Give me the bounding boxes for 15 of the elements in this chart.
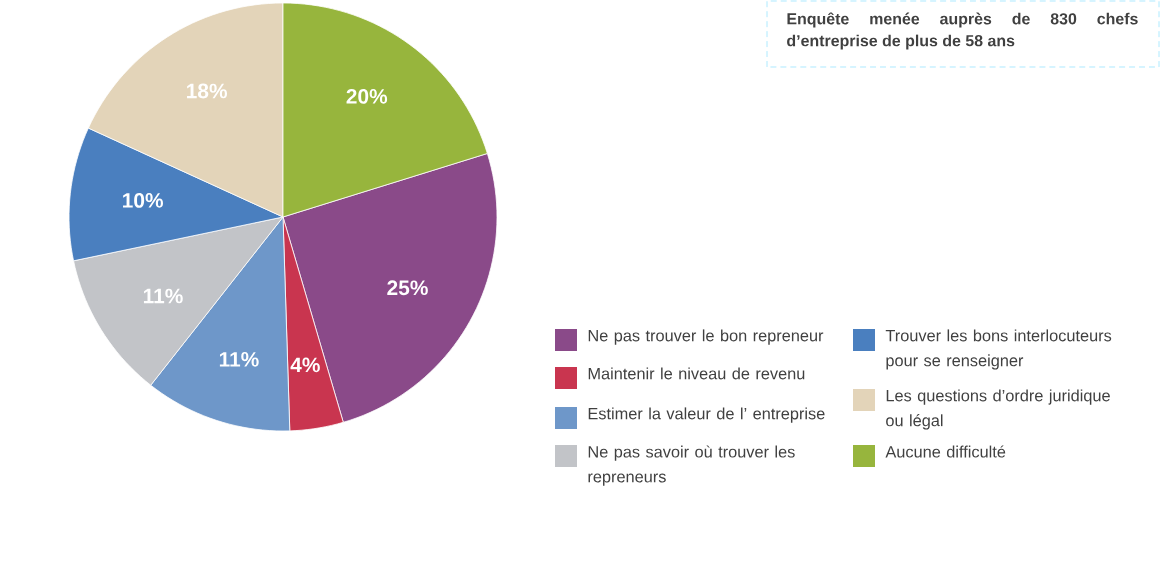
data-label: 4% <box>290 357 320 373</box>
legend-label: Trouver les bons interlocuteurs pour se renseigner <box>885 329 1112 370</box>
data-label: 10% <box>123 193 163 208</box>
legend-label: Ne pas savoir où trouver les repreneurs <box>588 445 795 486</box>
text: Enquête menée auprès de 830 chefs d’entreprise de plus de 58 ans <box>787 12 1138 50</box>
legend-label: Ne pas trouver le bon repreneur <box>588 329 824 345</box>
data-label: 20% <box>346 88 388 104</box>
data-label: 18% <box>187 83 228 99</box>
data-label: 11% <box>219 351 259 367</box>
data-label: 11% <box>143 288 183 304</box>
legend-label: Aucune difficulté <box>885 445 1006 458</box>
data-label: 25% <box>387 280 428 296</box>
legend-label: Maintenir le niveau de revenu <box>588 367 805 380</box>
legend-label: Les questions d’ordre juridique ou légal <box>886 389 1110 430</box>
legend-label: Estimer la valeur de l’ entreprise <box>588 407 825 423</box>
